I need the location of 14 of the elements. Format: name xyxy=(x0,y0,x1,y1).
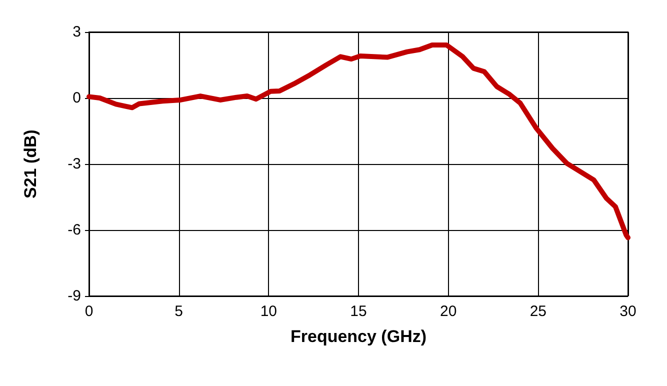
x-tick-label: 30 xyxy=(620,303,636,320)
x-tick-label: 15 xyxy=(350,303,367,320)
x-tick-label: 0 xyxy=(84,303,94,320)
y-axis-title: S21 (dB) xyxy=(21,130,40,198)
y-tick-label: 0 xyxy=(72,90,81,106)
x-tick-label: 25 xyxy=(530,303,547,320)
x-tick-label: 10 xyxy=(260,303,278,320)
y-tick-label: -3 xyxy=(68,156,81,172)
x-tick-label: 5 xyxy=(174,303,184,320)
x-tick-label: 20 xyxy=(440,303,457,320)
y-tick-label: 3 xyxy=(72,24,81,40)
y-tick-label: -6 xyxy=(68,222,81,238)
y-tick-label: -9 xyxy=(68,288,81,304)
x-axis-title: Frequency (GHz) xyxy=(290,327,427,346)
